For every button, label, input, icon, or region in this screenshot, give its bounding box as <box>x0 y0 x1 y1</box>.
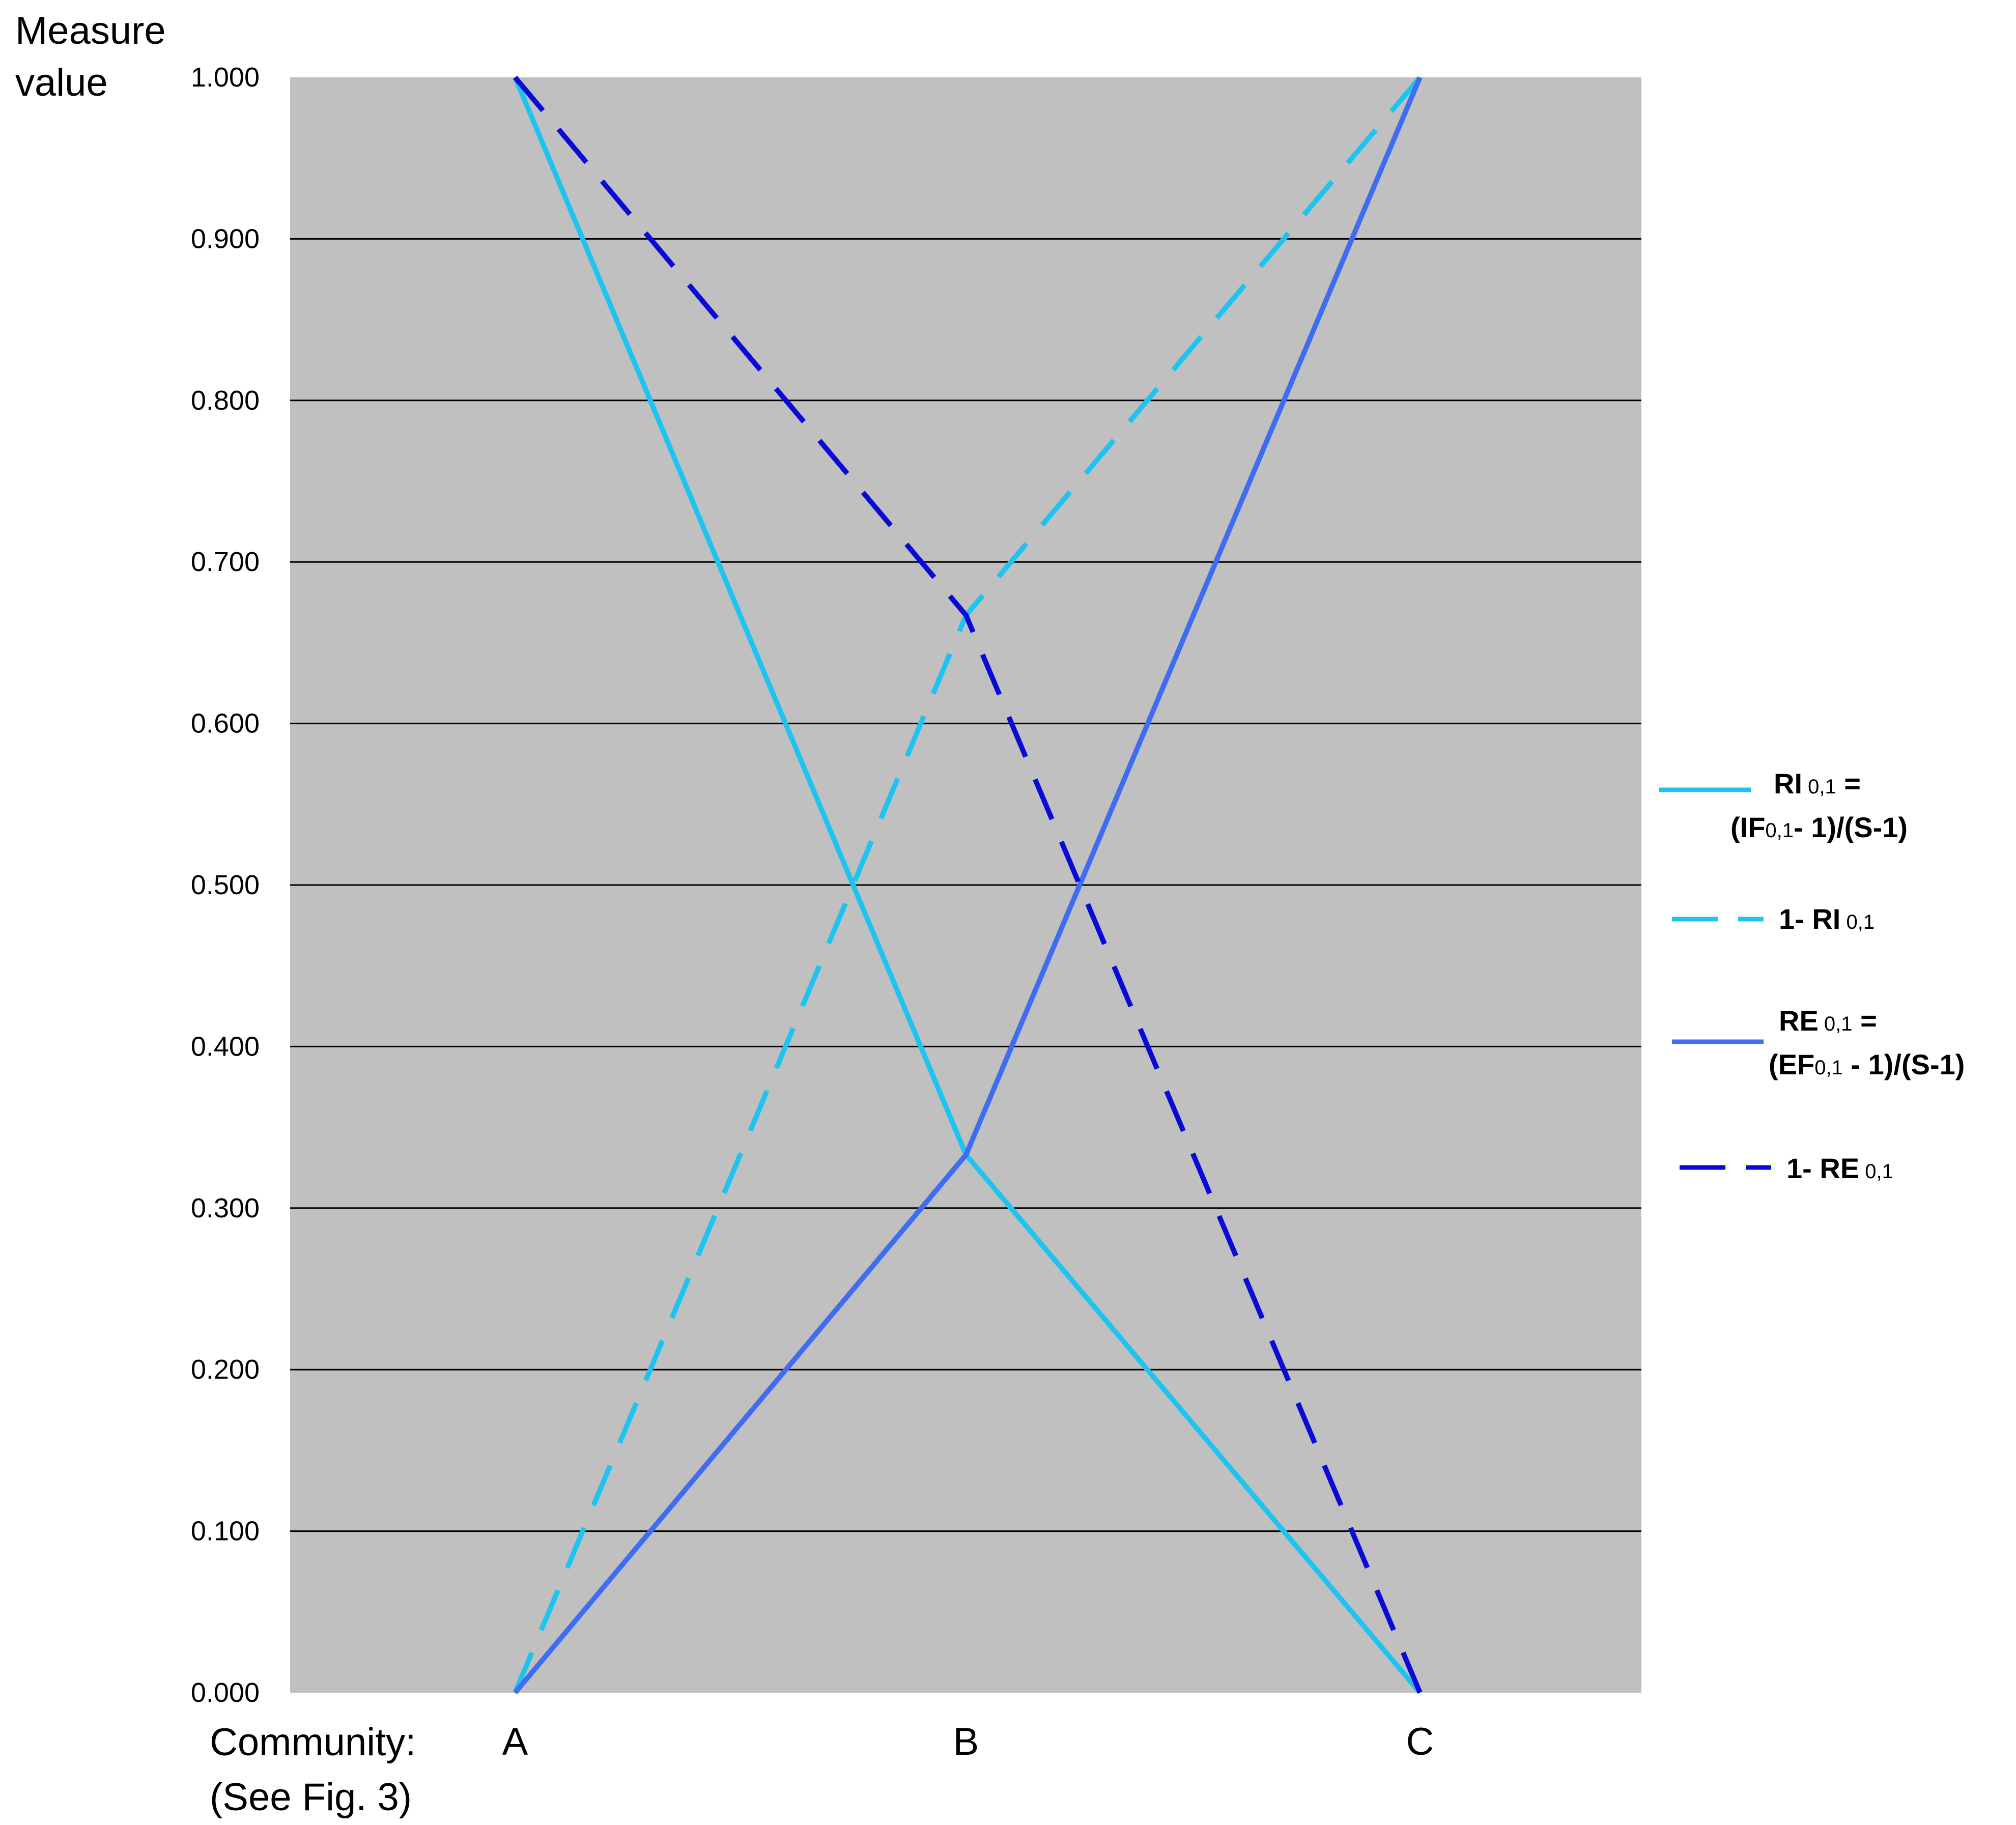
legend-entry-re: RE 0,1 = (EF0,1 - 1)/(S-1) <box>1769 1001 1965 1088</box>
legend-ri-formula-end: - 1)/(S-1) <box>1794 811 1908 843</box>
y-tick-label: 0.000 <box>191 1677 260 1708</box>
y-tick-label: 0.400 <box>191 1031 260 1062</box>
y-tick-label: 0.900 <box>191 223 260 254</box>
x-axis-title-main: Community: <box>210 1721 416 1764</box>
legend-swatch-one-minus-ri <box>1672 917 1764 922</box>
x-axis-title: Community: (See Fig. 3) <box>210 1715 416 1825</box>
y-tick-label: 0.600 <box>191 708 260 739</box>
legend-re-formula-sub: 0,1 <box>1814 1057 1843 1079</box>
legend-ri-formula-pre: (IF <box>1730 811 1766 843</box>
legend-entry-one-minus-ri: 1- RI 0,1 <box>1779 899 1875 943</box>
legend-one-minus-ri-sub: 0,1 <box>1846 911 1875 933</box>
gridlines <box>290 238 1641 1532</box>
y-tick-label: 0.500 <box>191 870 260 900</box>
x-tick-labels: A B C <box>502 1720 1434 1763</box>
legend-ri-main: RI <box>1774 767 1802 800</box>
y-tick-labels: 0.000 0.100 0.200 0.300 0.400 0.500 0.600 0.700… <box>191 62 260 1708</box>
y-axis-title: Measure value <box>15 9 166 104</box>
y-tick-label: 0.100 <box>191 1516 260 1547</box>
legend-re-formula-end: - 1)/(S-1) <box>1842 1048 1965 1080</box>
x-tick-label: B <box>953 1720 979 1763</box>
x-tick-label: C <box>1406 1720 1434 1763</box>
legend-ri-formula-sub: 0,1 <box>1765 819 1794 842</box>
legend-entry-one-minus-re: 1- RE 0,1 <box>1786 1148 1893 1192</box>
series-line-re <box>513 76 1423 1695</box>
y-tick-label: 0.200 <box>191 1354 260 1385</box>
y-tick-label: 0.300 <box>191 1193 260 1223</box>
series-line-one-minus-re <box>513 75 1423 1694</box>
x-tick-label: A <box>502 1720 528 1763</box>
series-lines <box>513 75 1423 1695</box>
y-tick-label: 0.800 <box>191 385 260 416</box>
legend-re-formula-pre: (EF <box>1769 1048 1815 1080</box>
legend-re-main: RE <box>1779 1005 1819 1037</box>
legend-one-minus-ri-main: 1- RI <box>1779 903 1841 935</box>
legend-swatch-one-minus-re <box>1680 1165 1771 1170</box>
legend-one-minus-re-main: 1- RE <box>1786 1152 1860 1184</box>
legend-one-minus-re-sub: 0,1 <box>1865 1160 1893 1183</box>
legend-swatch-ri <box>1659 787 1751 792</box>
x-axis-title-note: (See Fig. 3) <box>210 1776 412 1819</box>
y-tick-label: 0.700 <box>191 547 260 577</box>
legend-re-sub: 0,1 <box>1824 1013 1853 1035</box>
y-tick-label: 1.000 <box>191 62 260 93</box>
legend-entry-ri: RI 0,1 = (IF0,1- 1)/(S-1) <box>1730 763 1908 851</box>
legend-swatch-re <box>1672 1039 1764 1044</box>
legend-ri-end: = <box>1836 767 1861 800</box>
legend-re-end: = <box>1852 1005 1877 1037</box>
legend-ri-sub: 0,1 <box>1808 776 1836 798</box>
